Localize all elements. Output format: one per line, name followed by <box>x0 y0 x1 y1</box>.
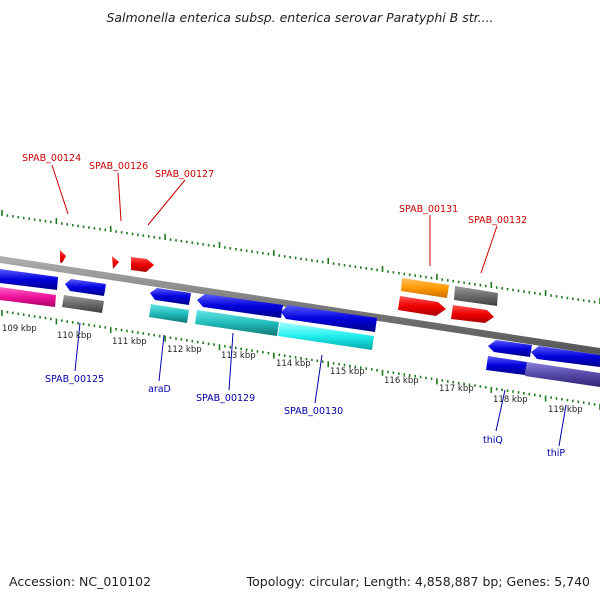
gene-label-thiq[interactable]: thiQ <box>483 435 503 446</box>
gene-label-spab-00127[interactable]: SPAB_00127 <box>155 169 214 180</box>
gene-arrow-spab-00125-blue[interactable] <box>65 279 106 296</box>
tick-label: 111 kbp <box>112 337 147 347</box>
tick-label: 116 kbp <box>384 376 419 386</box>
tick-label: 112 kbp <box>167 345 202 355</box>
gene-arrow-spab-00127[interactable] <box>131 257 154 272</box>
gene-slate-block-thip[interactable] <box>525 362 600 387</box>
gene-label-arad[interactable]: araD <box>148 384 171 395</box>
gene-label-spab-00132[interactable]: SPAB_00132 <box>468 215 527 226</box>
gene-label-spab-00130[interactable]: SPAB_00130 <box>284 406 343 417</box>
gene-gray-block[interactable] <box>62 295 104 313</box>
gene-arrow-spab-00124[interactable] <box>60 250 66 263</box>
tick-label: 109 kbp <box>2 324 37 334</box>
tick-label: 117 kbp <box>439 384 474 394</box>
gene-teal-block-arad[interactable] <box>149 304 189 323</box>
gene-pink-block[interactable] <box>0 287 56 307</box>
tick-label: 114 kbp <box>276 359 311 369</box>
leader-lines <box>52 165 497 273</box>
gene-label-spab-00126[interactable]: SPAB_00126 <box>89 161 148 172</box>
tick-label: 115 kbp <box>330 367 365 377</box>
gene-arrow-spab-00126[interactable] <box>112 256 119 269</box>
gene-labels-top: SPAB_00124 SPAB_00126 SPAB_00127 SPAB_00… <box>22 153 527 226</box>
gene-arrow-left-edge-blue[interactable] <box>0 269 58 290</box>
topology-text: Topology: circular; Length: 4,858,887 bp… <box>247 574 590 589</box>
gene-arrow-spab-00132[interactable] <box>454 286 498 306</box>
tick-label: 118 kbp <box>493 395 528 405</box>
gene-label-spab-00125[interactable]: SPAB_00125 <box>45 374 104 385</box>
gene-arrow-red-1[interactable] <box>398 296 446 316</box>
gene-label-spab-00129[interactable]: SPAB_00129 <box>196 393 255 404</box>
accession-text: Accession: NC_010102 <box>9 574 151 589</box>
gene-label-spab-00124[interactable]: SPAB_00124 <box>22 153 81 164</box>
gene-arrow-red-2[interactable] <box>451 305 494 323</box>
tick-label: 113 kbp <box>221 351 256 361</box>
gene-blue-block-thiq[interactable] <box>486 356 527 375</box>
tick-label: 119 kbp <box>548 405 583 415</box>
gene-labels-bottom: SPAB_00125 araD SPAB_00129 SPAB_00130 th… <box>45 374 565 459</box>
gene-label-thip[interactable]: thiP <box>547 448 565 459</box>
tick-label: 110 kbp <box>57 331 92 341</box>
gene-label-spab-00131[interactable]: SPAB_00131 <box>399 204 458 215</box>
gene-arrow-spab-00131[interactable] <box>401 278 449 298</box>
